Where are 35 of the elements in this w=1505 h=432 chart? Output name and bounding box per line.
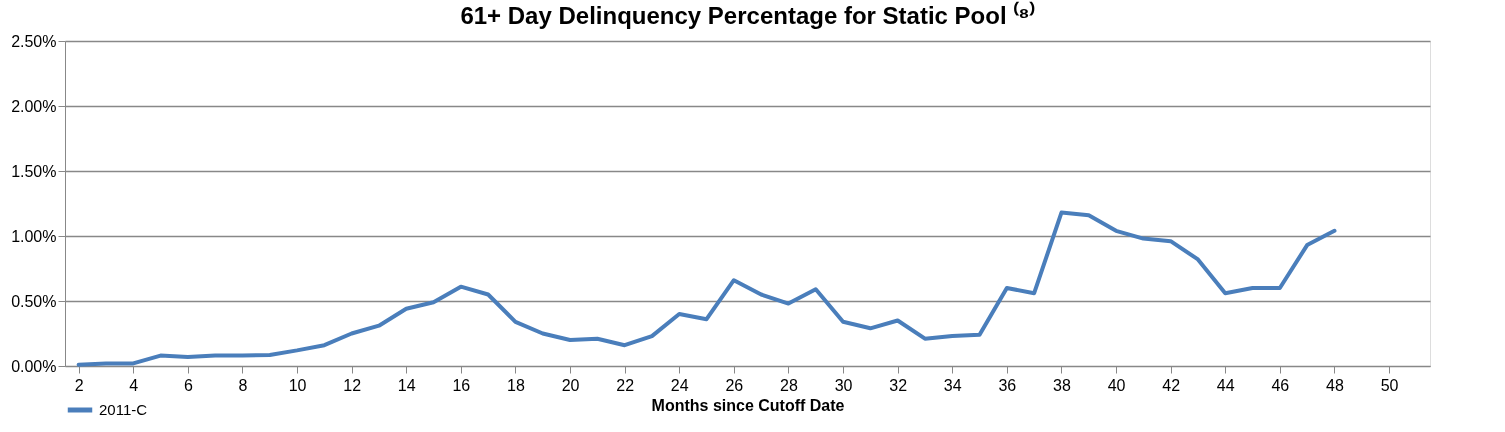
y-tick-label: 0.00% bbox=[11, 357, 57, 375]
y-tick-label: 0.50% bbox=[11, 292, 57, 310]
x-tick-label: 18 bbox=[507, 376, 525, 394]
x-tick-label: 50 bbox=[1380, 376, 1399, 394]
x-tick-label: 40 bbox=[1107, 376, 1126, 394]
x-tick-label: 34 bbox=[943, 376, 962, 394]
x-tick-label: 12 bbox=[343, 376, 362, 394]
y-tick-label: 2.00% bbox=[11, 97, 57, 115]
x-tick-label: 48 bbox=[1326, 376, 1344, 394]
line-series bbox=[76, 210, 1337, 367]
x-tick-label: 38 bbox=[1053, 376, 1071, 394]
x-tick-label: 44 bbox=[1216, 376, 1235, 394]
x-tick-label: 20 bbox=[561, 376, 580, 394]
x-tick-label: 14 bbox=[397, 376, 416, 394]
x-tick-label: 46 bbox=[1271, 376, 1290, 394]
x-axis-title: Months since Cutoff Date bbox=[651, 396, 845, 414]
y-tick-label: 1.00% bbox=[11, 227, 57, 245]
x-tick-label: 26 bbox=[725, 376, 744, 394]
x-tick-label: 6 bbox=[183, 376, 193, 394]
x-tick-label: 30 bbox=[834, 376, 853, 394]
x-tick-label: 22 bbox=[616, 376, 635, 394]
x-tick-label: 24 bbox=[670, 376, 689, 394]
x-tick-label: 32 bbox=[889, 376, 908, 394]
x-tick-label: 42 bbox=[1162, 376, 1181, 394]
x-tick-label: 4 bbox=[129, 376, 139, 394]
y-tick-label: 1.50% bbox=[11, 162, 57, 180]
x-tick-label: 28 bbox=[780, 376, 798, 394]
x-tick-label: 8 bbox=[238, 376, 248, 394]
x-tick-label: 10 bbox=[288, 376, 307, 394]
y-tick-label: 2.50% bbox=[11, 32, 57, 50]
x-tick-label: 2 bbox=[74, 376, 84, 394]
legend-label: 2011-C bbox=[99, 401, 148, 418]
x-tick-label: 16 bbox=[452, 376, 471, 394]
x-tick-label: 36 bbox=[998, 376, 1017, 394]
chart-title: 61+ Day Delinquency Percentage for Static Pool ⁽⁸⁾ bbox=[460, 1, 1035, 29]
